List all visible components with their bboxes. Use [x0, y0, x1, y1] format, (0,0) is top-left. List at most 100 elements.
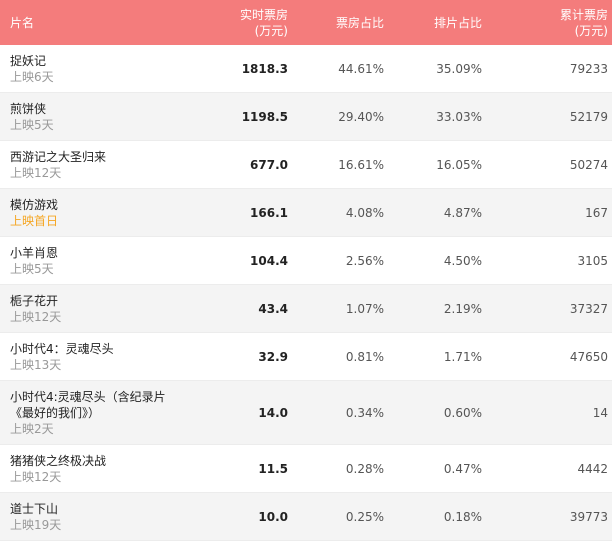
cell-total: 47650 — [482, 333, 612, 380]
cell-screen-share: 0.60% — [384, 381, 482, 444]
table-row[interactable]: 捉妖记 上映6天 1818.3 44.61% 35.09% 79233 — [0, 45, 612, 93]
movie-title[interactable]: 小时代4:灵魂尽头（含纪录片 — [10, 389, 166, 404]
cell-realtime: 14.0 — [200, 381, 288, 444]
cell-total: 167 — [482, 189, 612, 236]
realtime-box-office: 32.9 — [258, 349, 288, 364]
screen-share: 0.18% — [443, 509, 482, 524]
box-share: 1.07% — [345, 301, 384, 316]
movie-title[interactable]: 猪猪侠之终极决战 — [10, 453, 107, 468]
release-days: 上映2天 — [10, 421, 54, 436]
cell-screen-share: 4.50% — [384, 237, 482, 284]
cell-box-share: 29.40% — [288, 93, 384, 140]
cell-realtime: 32.9 — [200, 333, 288, 380]
cell-box-share: 4.08% — [288, 189, 384, 236]
movie-title[interactable]: 煎饼侠 — [10, 101, 47, 116]
realtime-box-office: 677.0 — [250, 157, 288, 172]
header-total: 累计票房 (万元) — [559, 7, 608, 38]
cell-name: 小羊肖恩 上映5天 — [0, 237, 200, 284]
cell-name: 西游记之大圣归来 上映12天 — [0, 141, 200, 188]
table-row[interactable]: 西游记之大圣归来 上映12天 677.0 16.61% 16.05% 50274 — [0, 141, 612, 189]
cell-name: 捉妖记 上映6天 — [0, 45, 200, 92]
table-row[interactable]: 模仿游戏 上映首日 166.1 4.08% 4.87% 167 — [0, 189, 612, 237]
movie-title[interactable]: 道士下山 — [10, 501, 59, 516]
total-box-office: 79233 — [569, 61, 608, 76]
cell-box-share: 1.07% — [288, 285, 384, 332]
realtime-box-office: 43.4 — [258, 301, 288, 316]
realtime-box-office: 104.4 — [250, 253, 288, 268]
cell-box-share: 0.81% — [288, 333, 384, 380]
screen-share: 2.19% — [443, 301, 482, 316]
total-box-office: 47650 — [569, 349, 608, 364]
movie-title[interactable]: 《最好的我们》） — [10, 405, 101, 420]
screen-share: 4.50% — [443, 253, 482, 268]
box-share: 4.08% — [345, 205, 384, 220]
release-days: 上映12天 — [10, 165, 62, 180]
header-screen-share: 排片占比 — [433, 15, 482, 30]
release-days: 上映19天 — [10, 517, 62, 532]
cell-box-share: 0.34% — [288, 381, 384, 444]
screen-share: 35.09% — [436, 61, 482, 76]
cell-total: 79233 — [482, 45, 612, 92]
cell-screen-share: 0.18% — [384, 493, 482, 540]
table-row[interactable]: 道士下山 上映19天 10.0 0.25% 0.18% 39773 — [0, 493, 612, 541]
movie-title[interactable]: 捉妖记 — [10, 53, 47, 68]
movie-title[interactable]: 模仿游戏 — [10, 197, 59, 212]
table-row[interactable]: 猪猪侠之终极决战 上映12天 11.5 0.28% 0.47% 4442 — [0, 445, 612, 493]
cell-name: 小时代4:灵魂尽头（含纪录片 《最好的我们》） 上映2天 — [0, 381, 200, 444]
header-realtime: 实时票房 (万元) — [239, 7, 288, 38]
cell-total: 39773 — [482, 493, 612, 540]
movie-title[interactable]: 栀子花开 — [10, 293, 59, 308]
table-row[interactable]: 小时代4：灵魂尽头 上映13天 32.9 0.81% 1.71% 47650 — [0, 333, 612, 381]
cell-realtime: 1198.5 — [200, 93, 288, 140]
movie-title[interactable]: 小时代4：灵魂尽头 — [10, 341, 114, 356]
table-row[interactable]: 煎饼侠 上映5天 1198.5 29.40% 33.03% 52179 — [0, 93, 612, 141]
box-share: 16.61% — [338, 157, 384, 172]
total-box-office: 52179 — [569, 109, 608, 124]
cell-realtime: 677.0 — [200, 141, 288, 188]
cell-name: 模仿游戏 上映首日 — [0, 189, 200, 236]
table-body: 捉妖记 上映6天 1818.3 44.61% 35.09% 79233 煎饼侠 上映5天 119… — [0, 45, 612, 541]
cell-screen-share: 16.05% — [384, 141, 482, 188]
cell-total: 3105 — [482, 237, 612, 284]
screen-share: 0.47% — [443, 461, 482, 476]
cell-screen-share: 4.87% — [384, 189, 482, 236]
realtime-box-office: 1818.3 — [241, 61, 288, 76]
header-name: 片名 — [10, 15, 35, 30]
cell-name: 道士下山 上映19天 — [0, 493, 200, 540]
box-share: 2.56% — [345, 253, 384, 268]
cell-name: 猪猪侠之终极决战 上映12天 — [0, 445, 200, 492]
cell-box-share: 0.28% — [288, 445, 384, 492]
release-days: 上映13天 — [10, 357, 62, 372]
total-box-office: 167 — [585, 205, 608, 220]
cell-box-share: 44.61% — [288, 45, 384, 92]
table-row[interactable]: 小时代4:灵魂尽头（含纪录片 《最好的我们》） 上映2天 14.0 0.34% 0.60%… — [0, 381, 612, 445]
cell-total: 14 — [482, 381, 612, 444]
movie-title[interactable]: 小羊肖恩 — [10, 245, 59, 260]
cell-screen-share: 1.71% — [384, 333, 482, 380]
cell-total: 52179 — [482, 93, 612, 140]
screen-share: 33.03% — [436, 109, 482, 124]
total-box-office: 37327 — [569, 301, 608, 316]
cell-total: 4442 — [482, 445, 612, 492]
cell-screen-share: 0.47% — [384, 445, 482, 492]
total-box-office: 50274 — [569, 157, 608, 172]
total-box-office: 4442 — [577, 461, 608, 476]
screen-share: 1.71% — [443, 349, 482, 364]
header-box-share: 票房占比 — [335, 15, 384, 30]
release-days: 上映首日 — [10, 213, 59, 228]
total-box-office: 14 — [592, 405, 608, 420]
movie-title[interactable]: 西游记之大圣归来 — [10, 149, 107, 164]
realtime-box-office: 11.5 — [258, 461, 288, 476]
cell-realtime: 1818.3 — [200, 45, 288, 92]
box-share: 29.40% — [338, 109, 384, 124]
table-row[interactable]: 小羊肖恩 上映5天 104.4 2.56% 4.50% 3105 — [0, 237, 612, 285]
realtime-box-office: 14.0 — [258, 405, 288, 420]
realtime-box-office: 10.0 — [258, 509, 288, 524]
cell-screen-share: 35.09% — [384, 45, 482, 92]
box-share: 0.28% — [345, 461, 384, 476]
cell-name: 小时代4：灵魂尽头 上映13天 — [0, 333, 200, 380]
box-share: 44.61% — [338, 61, 384, 76]
table-row[interactable]: 栀子花开 上映12天 43.4 1.07% 2.19% 37327 — [0, 285, 612, 333]
cell-total: 37327 — [482, 285, 612, 332]
